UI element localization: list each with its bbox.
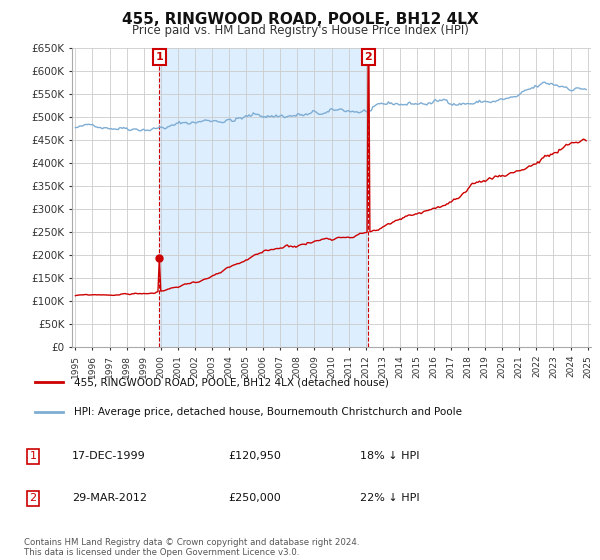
Text: Contains HM Land Registry data © Crown copyright and database right 2024.
This d: Contains HM Land Registry data © Crown c… <box>24 538 359 557</box>
Text: £120,950: £120,950 <box>228 451 281 461</box>
Bar <box>160 48 368 347</box>
Text: Price paid vs. HM Land Registry's House Price Index (HPI): Price paid vs. HM Land Registry's House … <box>131 24 469 36</box>
Text: 1: 1 <box>155 52 163 62</box>
Text: 1: 1 <box>29 451 37 461</box>
Text: 18% ↓ HPI: 18% ↓ HPI <box>360 451 419 461</box>
Text: 17-DEC-1999: 17-DEC-1999 <box>72 451 146 461</box>
Text: 2: 2 <box>365 52 373 62</box>
Text: 2: 2 <box>29 493 37 503</box>
Text: 22% ↓ HPI: 22% ↓ HPI <box>360 493 419 503</box>
Text: £250,000: £250,000 <box>228 493 281 503</box>
Text: 29-MAR-2012: 29-MAR-2012 <box>72 493 147 503</box>
Text: 455, RINGWOOD ROAD, POOLE, BH12 4LX (detached house): 455, RINGWOOD ROAD, POOLE, BH12 4LX (det… <box>74 377 389 387</box>
Text: HPI: Average price, detached house, Bournemouth Christchurch and Poole: HPI: Average price, detached house, Bour… <box>74 407 462 417</box>
Text: 455, RINGWOOD ROAD, POOLE, BH12 4LX: 455, RINGWOOD ROAD, POOLE, BH12 4LX <box>122 12 478 27</box>
